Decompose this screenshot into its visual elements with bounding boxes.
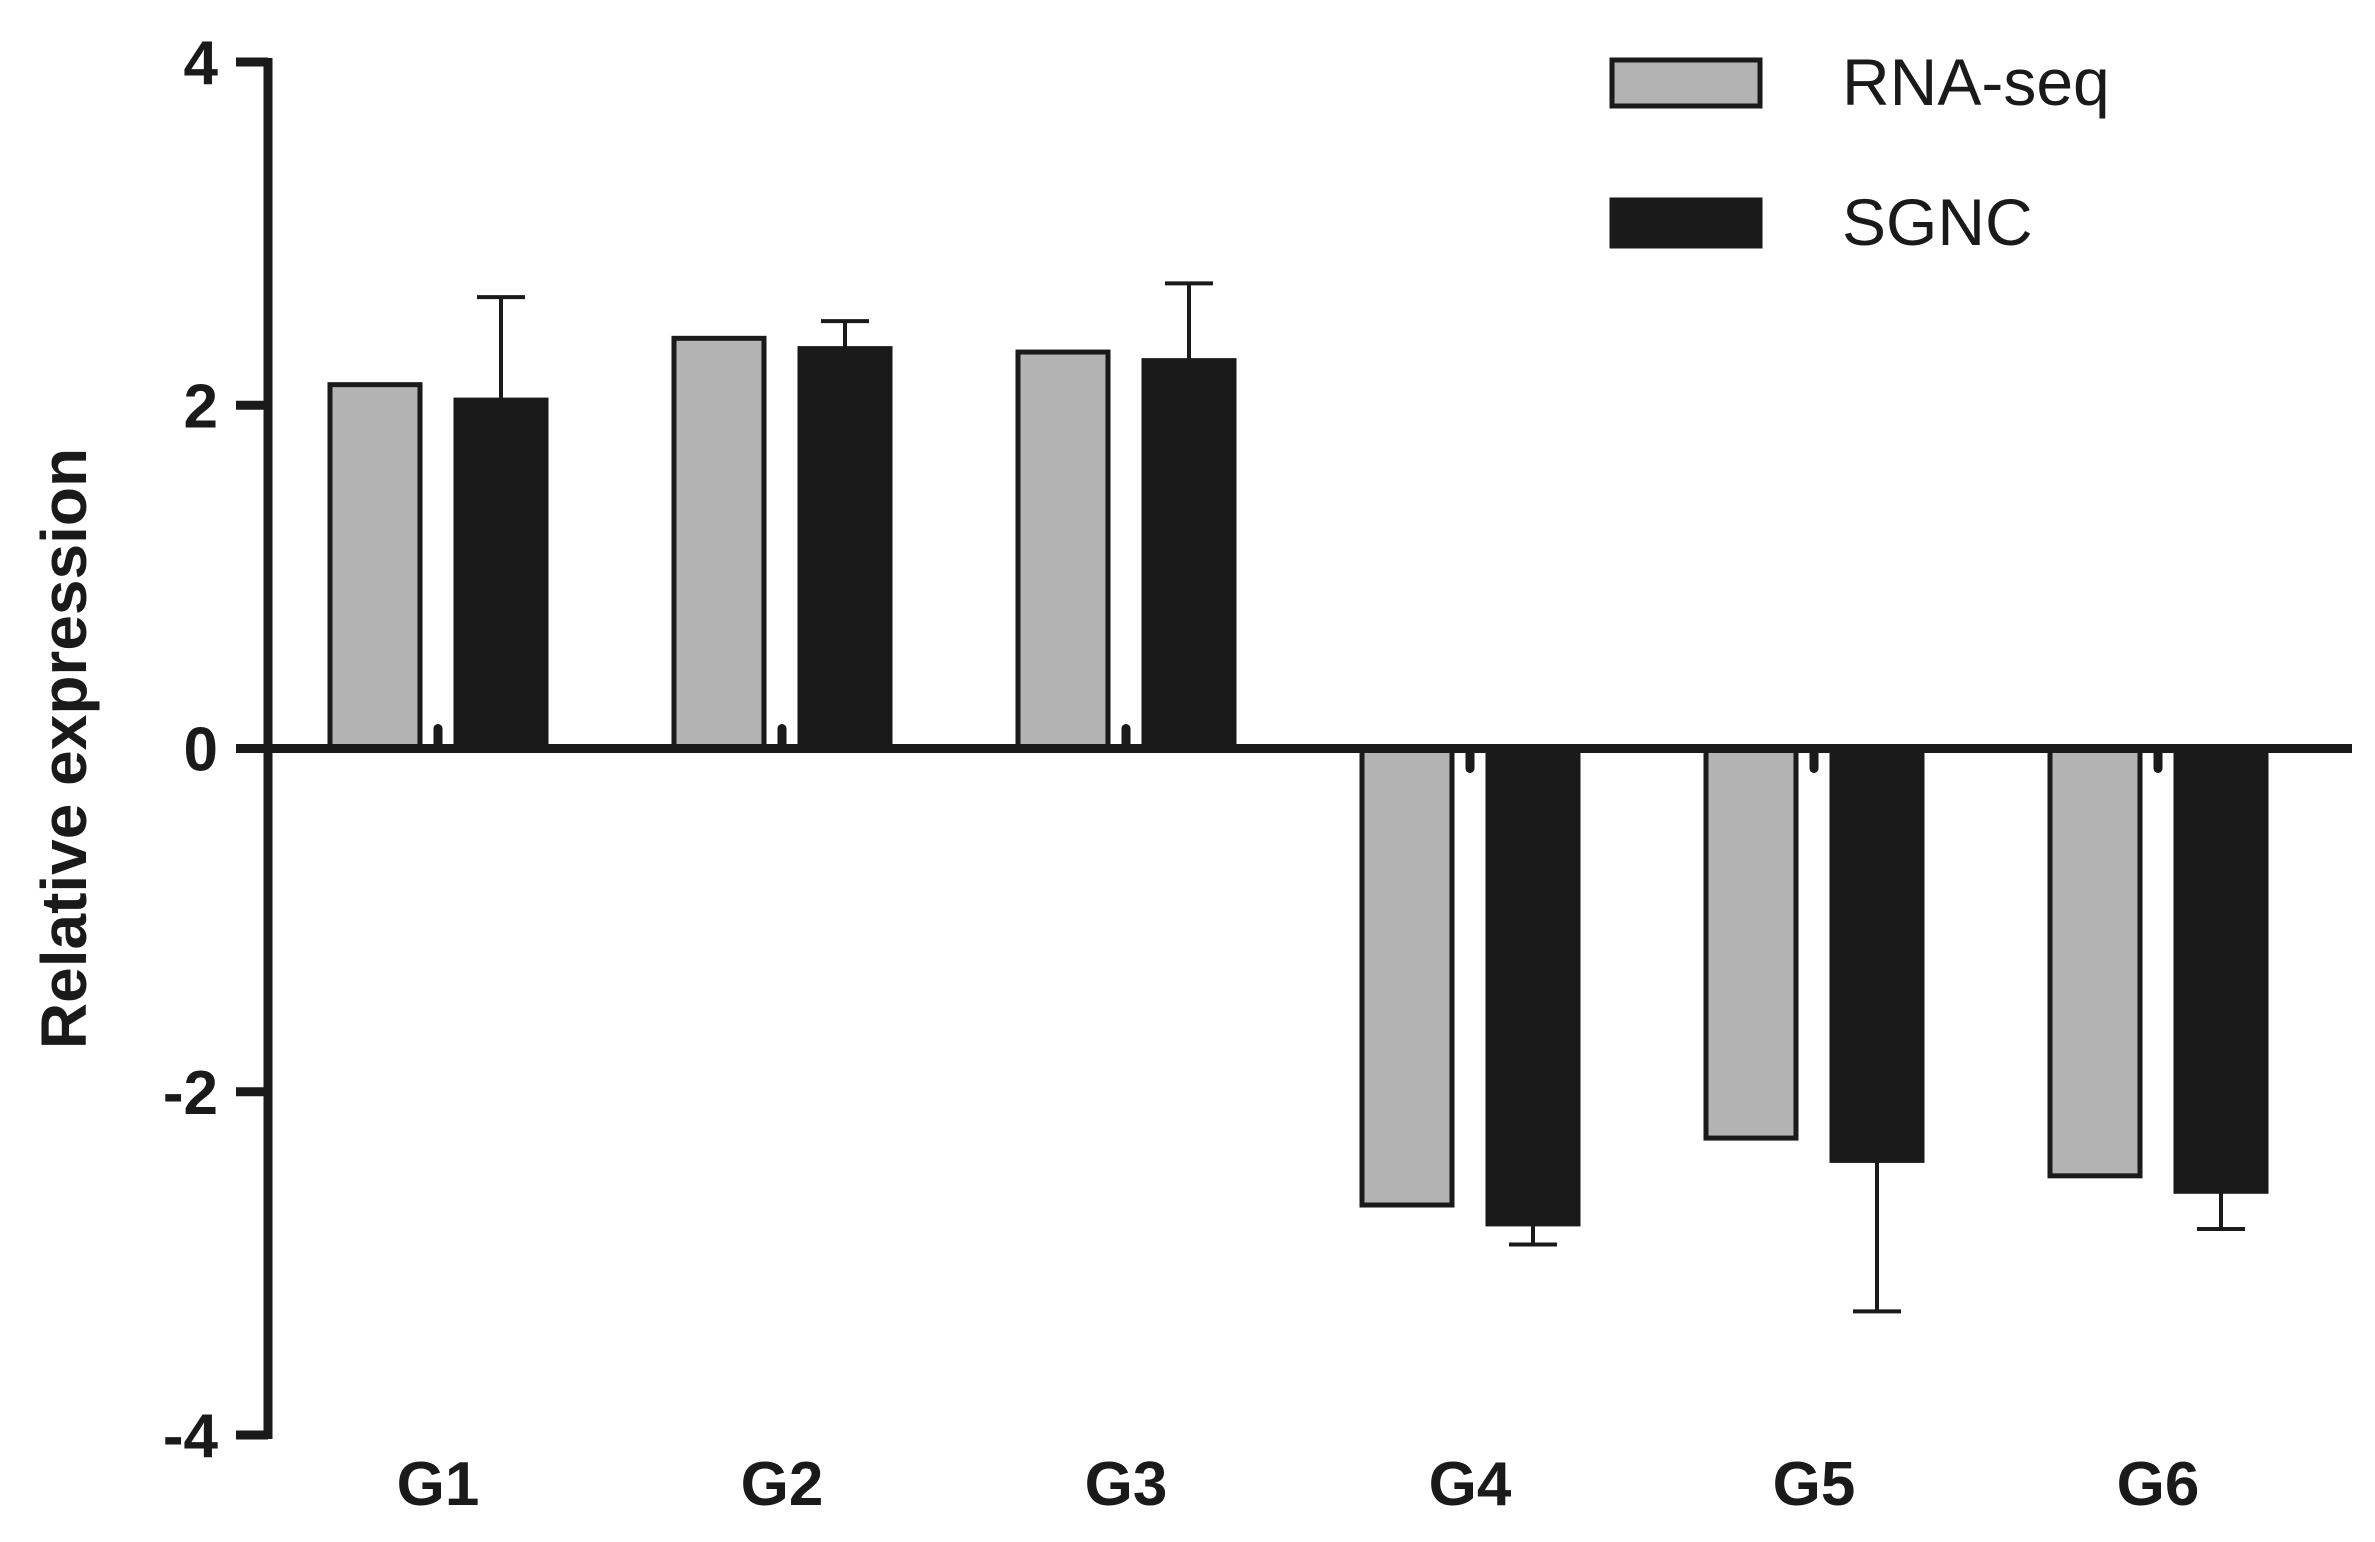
bar-sgnc-g5 [1829,746,1925,1163]
y-tick-label-4: 4 [184,29,219,98]
y-tick-label--2: -2 [163,1059,218,1128]
axis-layer: G1 G2 G3 G4 G5 G6 4 2 0 -2 -4 Relative expression [28,29,2352,1519]
bar-rna-seq-g5 [1703,746,1799,1141]
legend-swatch [1609,57,1763,109]
error-bar-sgnc-g5 [1853,1160,1901,1314]
x-tick-label-g2: G2 [741,1450,824,1519]
y-axis-title: Relative expression [28,448,100,1049]
bar-sgnc-g1 [453,397,549,751]
bar-sgnc-g2 [797,346,893,751]
legend-item-sgnc: SGNC [1609,185,2033,259]
legend-label: SGNC [1842,185,2033,259]
legend-item-rna-seq: RNA-seq [1609,45,2110,119]
error-bar-sgnc-g6 [2197,1191,2245,1232]
y-tick-label--4: -4 [163,1402,219,1471]
x-tick-label-g1: G1 [397,1450,480,1519]
y-tick-label-0: 0 [184,716,218,785]
error-bar-sgnc-g3 [1165,281,1213,361]
bar-rna-seq-g3 [1015,349,1111,751]
x-tick-label-g3: G3 [1085,1450,1168,1519]
bar-rna-seq-g1 [327,382,423,751]
bar-rna-seq-g2 [671,335,767,751]
bar-sgnc-g6 [2173,746,2269,1194]
x-tick-label-g5: G5 [1773,1450,1856,1519]
bar-rna-seq-g4 [1359,746,1455,1208]
x-tick-label-g4: G4 [1429,1450,1512,1519]
error-bar-sgnc-g4 [1509,1223,1557,1247]
error-bar-sgnc-g1 [477,295,525,401]
bar-sgnc-g4 [1485,746,1581,1227]
error-bar-sgnc-g2 [821,319,869,349]
legend: RNA-seq SGNC [1609,45,2110,259]
bar-rna-seq-g6 [2047,746,2143,1179]
x-tick-label-g6: G6 [2117,1450,2200,1519]
y-tick-label-2: 2 [184,372,218,441]
bars-layer [327,281,2269,1314]
bar-sgnc-g3 [1141,358,1237,751]
legend-swatch [1609,197,1763,249]
legend-label: RNA-seq [1842,45,2110,119]
